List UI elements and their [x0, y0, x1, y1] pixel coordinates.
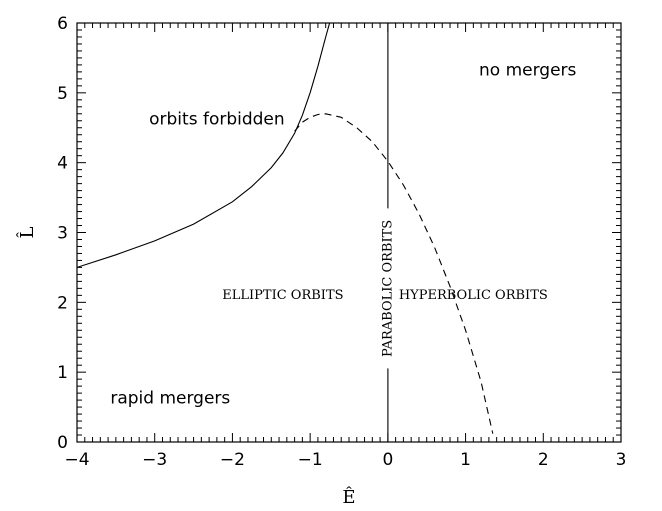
y-tick-label: 2 [57, 293, 68, 313]
y-tick-label: 1 [57, 363, 68, 383]
annotation-label: HYPERBOLIC ORBITS [399, 288, 548, 303]
x-tick-label: −4 [64, 450, 89, 470]
x-tick-label: 2 [538, 450, 549, 470]
plot-frame [76, 22, 622, 443]
x-tick-label: −2 [220, 450, 245, 470]
y-tick-label: 6 [57, 14, 68, 34]
axis-ticks [76, 22, 622, 443]
annotation-label: orbits forbidden [149, 109, 285, 129]
x-axis-label: Ê [342, 485, 355, 508]
series-line-2 [294, 113, 494, 434]
series-line-1 [77, 23, 331, 268]
annotation-parabolic-orbits: PARABOLIC ORBITS [380, 220, 395, 357]
annotation-background [378, 208, 397, 369]
annotation-label: ELLIPTIC ORBITS [222, 288, 343, 303]
x-tick-label: −1 [298, 450, 323, 470]
annotations: orbits forbidden no mergers rapid mergers E… [110, 60, 576, 408]
annotation-label: no mergers [479, 60, 577, 80]
series-group [77, 23, 494, 442]
x-tick-label: 0 [382, 450, 393, 470]
y-tick-label: 3 [57, 224, 68, 244]
x-tick-label: 1 [460, 450, 471, 470]
y-axis-label: L̂ [16, 226, 38, 238]
tick-labels: −4 −3 −2 −1 0 1 2 3 0 1 2 3 4 5 6 [57, 14, 626, 470]
y-tick-label: 5 [57, 84, 68, 104]
annotation-label: rapid mergers [110, 389, 230, 409]
x-tick-label: 3 [616, 450, 627, 470]
y-tick-label: 4 [57, 154, 68, 174]
x-tick-label: −3 [142, 450, 167, 470]
y-tick-label: 0 [57, 433, 68, 453]
